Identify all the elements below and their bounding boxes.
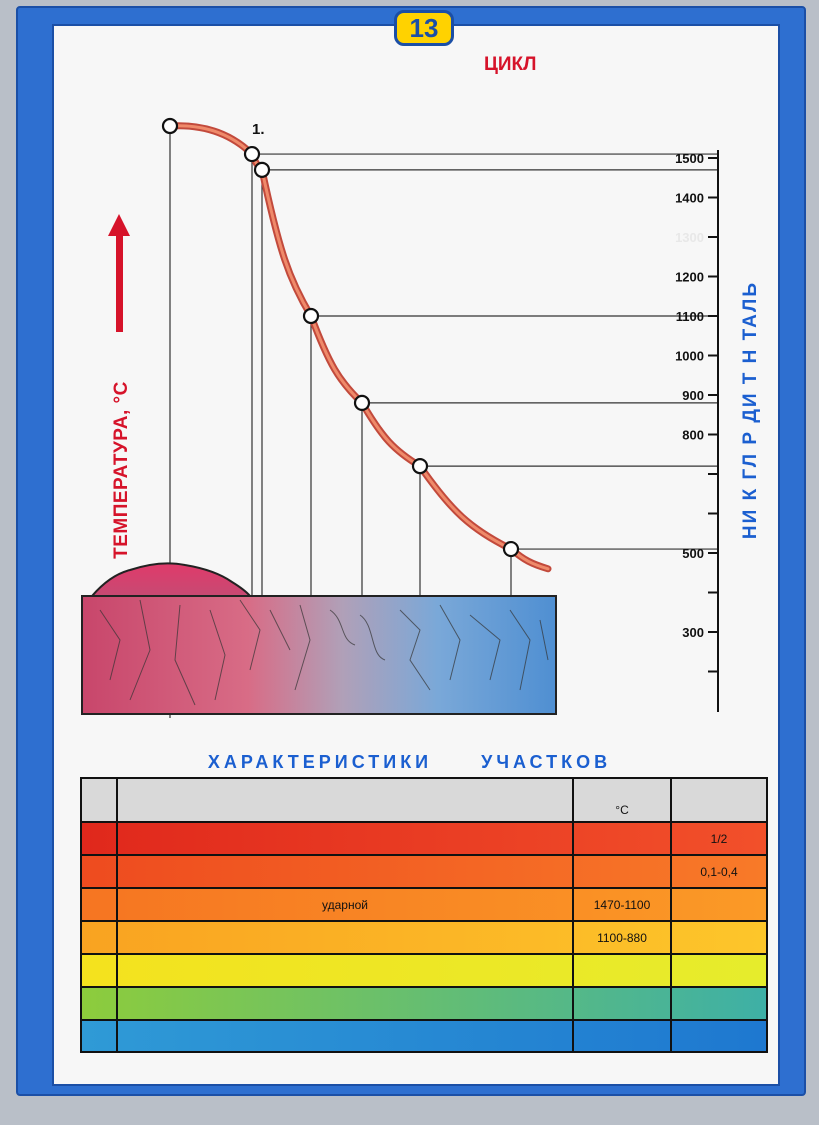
row-number [82, 922, 118, 953]
row-temperature [574, 856, 672, 887]
y-axis-title: ТЕМПЕРАТУРА, °С [111, 381, 132, 559]
y-tick-label: 1100 [676, 309, 704, 324]
weld-cross-section [81, 562, 557, 715]
page-number-badge: 13 [394, 10, 454, 46]
row-number [82, 955, 118, 986]
cooling-curve [168, 124, 550, 571]
row-number [82, 1021, 118, 1051]
y-tick-label: 900 [682, 388, 704, 403]
table-row: ударной 1470-1100 [82, 887, 766, 920]
curve-marker [253, 161, 271, 178]
row-width: 0,1-0,4 [700, 864, 738, 879]
temperature-chart: 300 500 800 900 1000 1100 1200 1300 1400 1500 1. [81, 117, 719, 718]
weld-bead [89, 562, 253, 597]
cycle-title: ЦИКЛ [484, 54, 537, 75]
row-width [672, 1021, 766, 1051]
table-row: 0,1-0,4 [82, 854, 766, 887]
y-tick-label: 800 [682, 428, 704, 443]
header-width [672, 779, 766, 821]
row-temperature [574, 823, 672, 854]
guide-lines [259, 153, 718, 550]
cooling-curve-outline [166, 122, 552, 573]
y-tick-label: 1500 [675, 151, 704, 166]
row-temperature [574, 988, 672, 1019]
row-width: 1/2 [710, 831, 728, 846]
row-structure [118, 955, 574, 986]
table-row [82, 1019, 766, 1051]
row-width [672, 889, 766, 920]
curve-marker [411, 458, 429, 475]
steel-type-label: НИ К ГЛ Р ДИ Т Н ТАЛЬ [740, 280, 761, 540]
characteristics-title: ХАРАКТЕРИСТИКИ УЧАСТКОВ [0, 752, 819, 773]
y-tick-label: 1000 [675, 349, 704, 364]
table-header-row: °С [82, 779, 766, 821]
table-row: 1/2 [82, 821, 766, 854]
row-structure [118, 922, 574, 953]
row-width [672, 955, 766, 986]
table-row [82, 986, 766, 1019]
header-structure [118, 779, 574, 821]
characteristics-title-word-2: УЧАСТКОВ [481, 752, 612, 772]
row-number [82, 856, 118, 887]
y-tick-label: 500 [682, 546, 704, 561]
row-number [82, 889, 118, 920]
temperature-axis-ticks: 300 500 800 900 1000 1100 1200 1300 1400 1500 [675, 151, 718, 673]
curve-marker [353, 394, 371, 411]
row-width [672, 988, 766, 1019]
grain-pattern [99, 599, 549, 706]
row-structure [118, 823, 574, 854]
row-temperature: 1100-880 [574, 922, 672, 953]
y-tick-label: 1400 [675, 191, 704, 206]
row-number [82, 823, 118, 854]
curve-marker [302, 307, 320, 325]
row-temperature [574, 955, 672, 986]
temperature-up-arrow [108, 214, 130, 332]
row-structure: ударной [118, 889, 574, 920]
row-temperature: 1470-1100 [574, 889, 672, 920]
header-number [82, 779, 118, 821]
point-one-label: 1. [252, 121, 265, 138]
header-temperature: °С [574, 779, 672, 821]
table-row: 1100-880 [82, 920, 766, 953]
y-tick-label: 300 [682, 625, 704, 640]
y-tick-label: 1300 [675, 230, 704, 245]
zone-characteristics-table: °С 1/2 0,1-0,4 ударной 1470-1100 1100-880 [80, 777, 768, 1053]
row-structure [118, 1021, 574, 1051]
row-structure [118, 856, 574, 887]
curve-markers [161, 117, 520, 558]
table-row [82, 953, 766, 986]
row-width [672, 922, 766, 953]
row-number [82, 988, 118, 1019]
row-temperature [574, 1021, 672, 1051]
characteristics-title-word-1: ХАРАКТЕРИСТИКИ [207, 752, 433, 772]
curve-marker [243, 145, 261, 163]
y-tick-label: 1200 [675, 270, 704, 285]
row-structure [118, 988, 574, 1019]
curve-marker [161, 117, 179, 135]
curve-marker [502, 540, 520, 558]
